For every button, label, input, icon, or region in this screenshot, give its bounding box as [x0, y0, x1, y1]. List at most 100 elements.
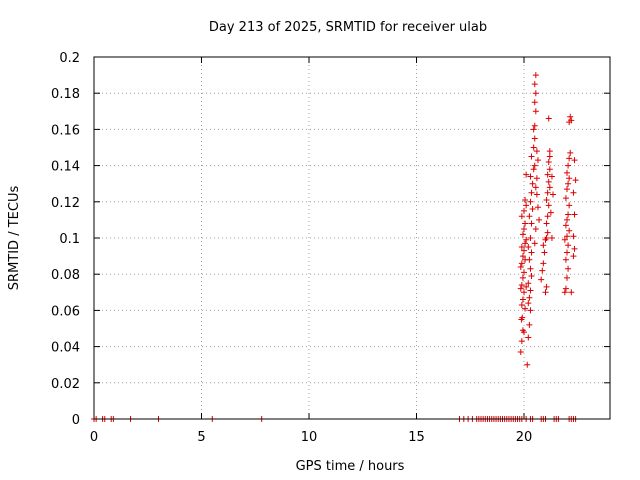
y-tick-label: 0.1: [59, 232, 80, 247]
data-point: [521, 269, 527, 276]
data-point: [547, 209, 554, 216]
data-point: [564, 249, 570, 256]
x-axis-title: GPS time / hours: [296, 459, 405, 474]
y-tick-label: 0.16: [51, 123, 80, 138]
data-point: [518, 213, 525, 220]
data-point: [567, 149, 574, 156]
data-point: [527, 173, 534, 180]
data-point: [532, 108, 539, 115]
y-axis-title: SRMTID / TECUs: [7, 186, 22, 291]
chart-title: Day 213 of 2025, SRMTID for receiver ula…: [209, 20, 487, 35]
data-point: [522, 240, 529, 247]
y-tick-label: 0.18: [51, 87, 80, 102]
data-point: [517, 349, 524, 356]
data-point: [517, 263, 524, 270]
data-point: [544, 171, 551, 178]
data-point: [571, 157, 578, 164]
data-point: [530, 166, 537, 173]
data-point: [531, 162, 538, 169]
data-point: [528, 189, 535, 196]
data-point: [562, 256, 569, 263]
data-point: [526, 213, 533, 220]
data-point: [518, 338, 525, 345]
data-point: [531, 99, 538, 106]
data-point: [539, 267, 546, 274]
data-point: [522, 220, 529, 227]
data-point: [524, 361, 531, 368]
y-tick-label: 0: [72, 413, 80, 428]
data-point: [548, 173, 555, 180]
data-point: [531, 122, 538, 129]
axis-ticks: 0 0.02 0.04 0.06 0.08 0.1 0.12 0.14 0.16 0.18 0.2 0…: [51, 51, 610, 445]
data-point: [525, 300, 532, 307]
x-tick-label: 20: [516, 430, 533, 445]
x-tick-label: 5: [197, 430, 205, 445]
data-point: [532, 184, 539, 191]
data-point: [543, 235, 550, 241]
y-tick-label: 0.06: [51, 304, 80, 319]
data-point: [533, 191, 540, 198]
data-point: [546, 166, 553, 173]
data-point: [544, 189, 551, 196]
y-tick-label: 0.12: [51, 196, 80, 211]
data-point: [519, 274, 526, 281]
data-point: [565, 180, 572, 187]
data-point: [521, 329, 527, 336]
data-point: [527, 307, 534, 314]
data-point: [527, 198, 534, 205]
y-tick-label: 0.08: [51, 268, 80, 283]
data-point: [531, 135, 538, 142]
data-point: [525, 280, 532, 287]
y-tick-label: 0.02: [51, 377, 80, 392]
data-point: [564, 169, 570, 176]
data-point: [530, 126, 537, 133]
data-point: [531, 240, 538, 247]
data-point: [565, 211, 572, 218]
data-point: [526, 294, 533, 301]
data-point: [517, 285, 524, 292]
data-point: [544, 229, 551, 236]
data-point: [567, 113, 574, 120]
data-point: [528, 273, 535, 280]
data-point: [571, 211, 578, 218]
data-point: [548, 235, 555, 241]
data-point: [544, 213, 551, 220]
data-point: [534, 204, 541, 211]
data-point: [528, 220, 535, 227]
data-point: [566, 175, 573, 182]
data-point: [542, 289, 549, 296]
data-point: [570, 253, 577, 260]
data-point: [564, 216, 570, 223]
data-point: [546, 148, 553, 155]
data-point: [534, 157, 541, 164]
data-point: [543, 196, 550, 203]
data-point: [545, 158, 552, 165]
grid: [94, 57, 610, 419]
data-point: [523, 171, 530, 178]
data-point: [566, 227, 573, 234]
data-point: [543, 220, 550, 227]
data-point: [533, 148, 540, 155]
data-point: [528, 153, 535, 160]
data-point: [540, 260, 547, 267]
data-point: [521, 225, 527, 232]
data-point: [568, 289, 575, 296]
data-point: [525, 334, 532, 341]
data-point: [529, 206, 536, 213]
data-point: [533, 175, 540, 182]
data-point: [527, 265, 534, 272]
data-point: [545, 115, 552, 122]
data-point: [519, 296, 526, 303]
data-point: [519, 231, 526, 238]
data-point: [572, 177, 579, 184]
data-point: [562, 195, 569, 202]
data-point: [561, 236, 568, 243]
data-point: [564, 274, 570, 281]
y-tick-label: 0.14: [51, 160, 80, 175]
data-point: [522, 305, 529, 312]
data-point: [546, 184, 553, 191]
data-point: [570, 233, 577, 240]
data-point: [562, 285, 569, 292]
data-point: [546, 153, 553, 160]
